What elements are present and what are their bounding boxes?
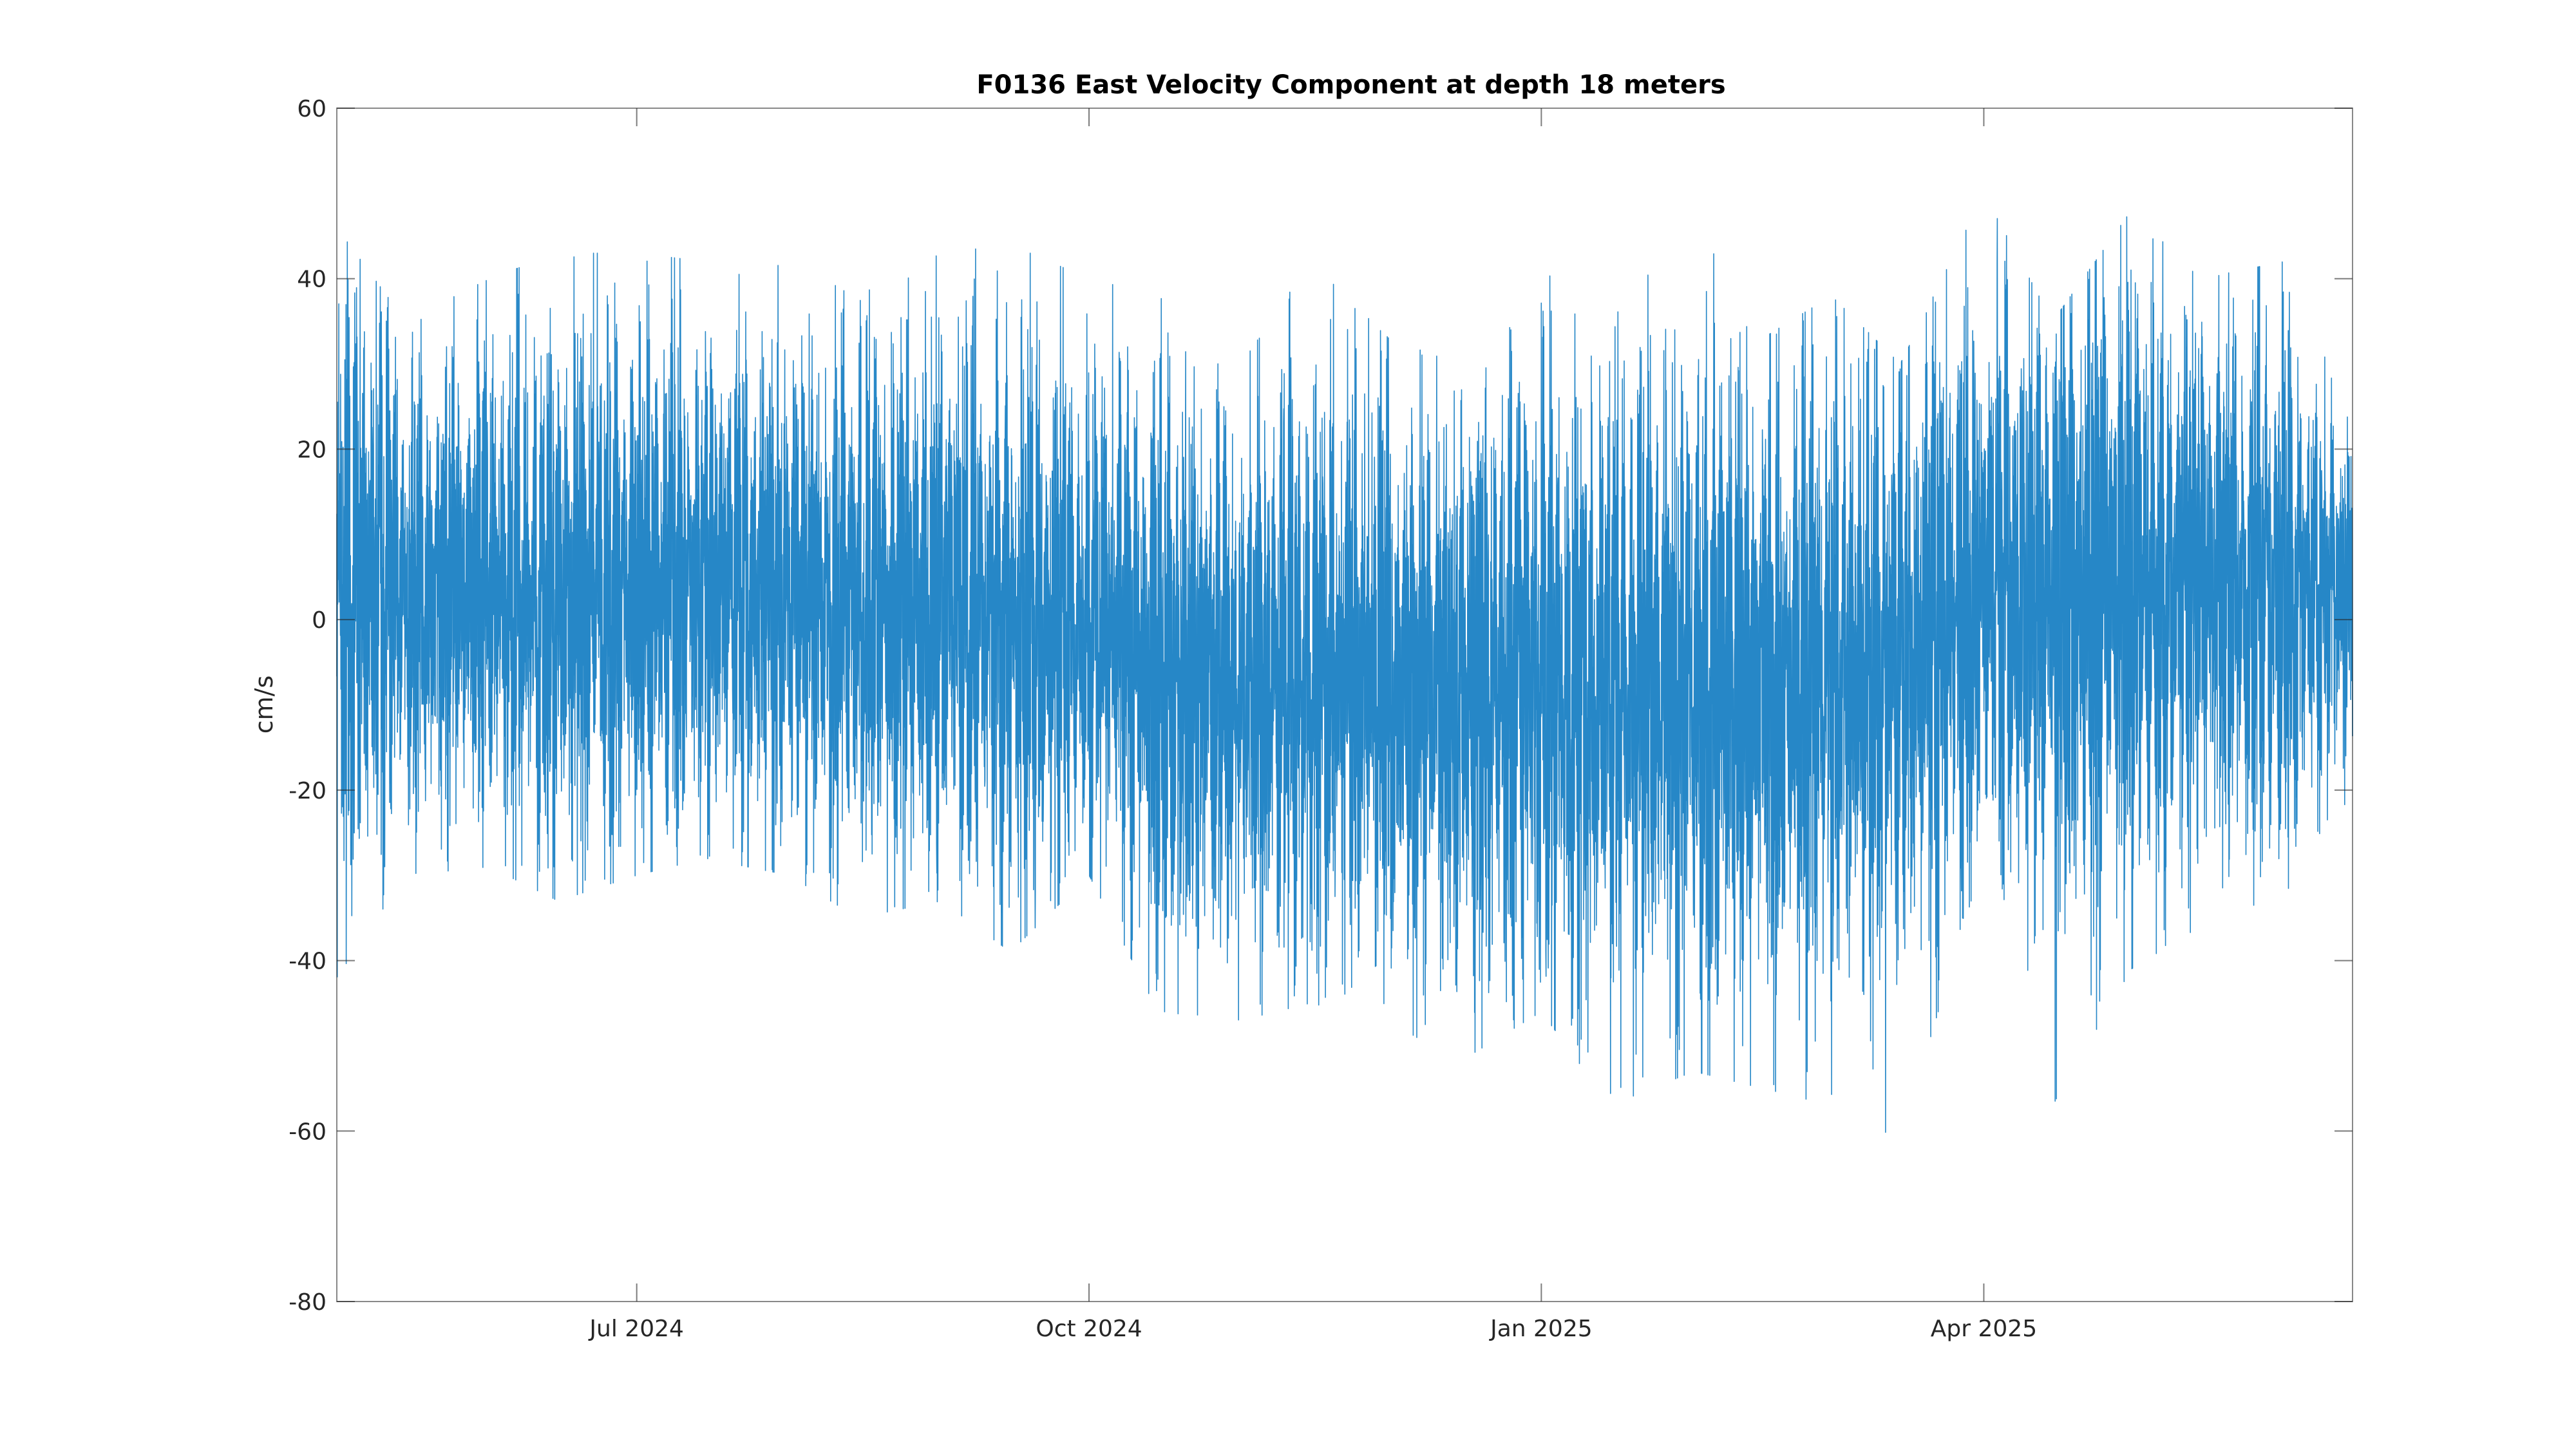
y-tick-label: -20 [289, 778, 327, 804]
y-tick-label: 20 [297, 437, 327, 463]
y-tick-label: -80 [289, 1289, 327, 1316]
x-tick-label: Oct 2024 [1036, 1316, 1142, 1342]
axes-box [336, 108, 2353, 1302]
plot-area [336, 108, 2353, 1302]
east-velocity-series-line [336, 216, 2353, 1133]
y-tick-label: 60 [297, 96, 327, 122]
y-tick-label: 40 [297, 267, 327, 293]
y-tick-label: 0 [312, 607, 327, 634]
y-axis-ticks: 60 40 20 0 -20 -40 -60 -80 [289, 96, 2353, 1316]
y-tick-label: -60 [289, 1119, 327, 1145]
series-layer [336, 216, 2353, 1133]
x-axis-ticks: Jul 2024 Oct 2024 Jan 2025 Apr 2025 [588, 108, 2037, 1342]
y-tick-label: -40 [289, 949, 327, 975]
chart-title: F0136 East Velocity Component at depth 1… [976, 70, 1725, 100]
y-axis-label: cm/s [250, 676, 278, 734]
x-tick-label: Apr 2025 [1931, 1316, 2037, 1342]
x-tick-label: Jul 2024 [588, 1316, 684, 1342]
x-tick-label: Jan 2025 [1489, 1316, 1593, 1342]
